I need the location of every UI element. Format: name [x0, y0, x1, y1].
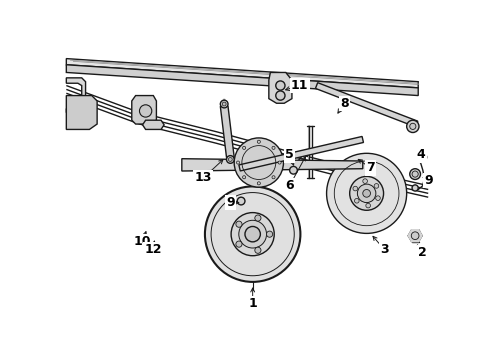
Circle shape: [205, 186, 300, 282]
Circle shape: [140, 105, 152, 117]
Circle shape: [276, 91, 285, 100]
Circle shape: [222, 102, 226, 106]
Circle shape: [290, 166, 297, 174]
Circle shape: [257, 182, 260, 185]
Polygon shape: [66, 95, 97, 130]
Circle shape: [276, 81, 285, 90]
Circle shape: [366, 203, 370, 208]
Circle shape: [407, 120, 419, 132]
Polygon shape: [220, 106, 234, 157]
Circle shape: [376, 196, 380, 201]
Circle shape: [234, 138, 283, 187]
Text: 7: 7: [366, 161, 375, 175]
Polygon shape: [239, 136, 364, 171]
Polygon shape: [132, 95, 156, 124]
Circle shape: [226, 156, 234, 163]
Circle shape: [231, 213, 274, 256]
Circle shape: [237, 161, 240, 164]
Text: 5: 5: [285, 148, 294, 161]
Text: 1: 1: [248, 297, 257, 310]
Text: 11: 11: [291, 79, 308, 92]
Circle shape: [220, 100, 228, 108]
Circle shape: [419, 153, 427, 161]
Circle shape: [243, 176, 245, 179]
Circle shape: [236, 241, 242, 247]
Circle shape: [363, 189, 370, 197]
Circle shape: [278, 161, 281, 164]
Circle shape: [236, 221, 242, 227]
Polygon shape: [66, 65, 418, 95]
Text: 12: 12: [145, 243, 162, 256]
Circle shape: [350, 176, 384, 210]
Circle shape: [326, 153, 407, 233]
Circle shape: [239, 220, 267, 248]
Polygon shape: [182, 159, 363, 171]
Circle shape: [412, 171, 418, 177]
Circle shape: [410, 169, 420, 180]
Text: 3: 3: [380, 243, 389, 256]
Circle shape: [255, 215, 261, 221]
Circle shape: [245, 226, 260, 242]
Circle shape: [357, 184, 376, 203]
Circle shape: [272, 176, 275, 179]
Polygon shape: [408, 230, 422, 242]
Text: 8: 8: [340, 97, 348, 110]
Circle shape: [243, 146, 245, 149]
Text: 6: 6: [285, 179, 294, 192]
Circle shape: [255, 247, 261, 253]
Polygon shape: [269, 72, 292, 103]
Circle shape: [272, 146, 275, 149]
Circle shape: [228, 158, 232, 161]
Circle shape: [411, 232, 419, 239]
Polygon shape: [66, 59, 418, 88]
Circle shape: [237, 197, 245, 205]
Circle shape: [353, 186, 358, 191]
Text: 9: 9: [424, 174, 433, 187]
Polygon shape: [66, 78, 86, 112]
Circle shape: [267, 231, 272, 237]
Circle shape: [410, 123, 416, 130]
Circle shape: [257, 140, 260, 143]
Text: 10: 10: [134, 235, 151, 248]
Text: 9: 9: [226, 196, 235, 209]
Text: 2: 2: [418, 246, 427, 259]
Circle shape: [374, 184, 379, 188]
Text: 4: 4: [417, 148, 426, 161]
Polygon shape: [143, 120, 164, 130]
Polygon shape: [316, 83, 418, 127]
Circle shape: [354, 198, 359, 203]
Text: 13: 13: [195, 171, 212, 184]
Circle shape: [363, 179, 368, 184]
Circle shape: [412, 185, 418, 191]
